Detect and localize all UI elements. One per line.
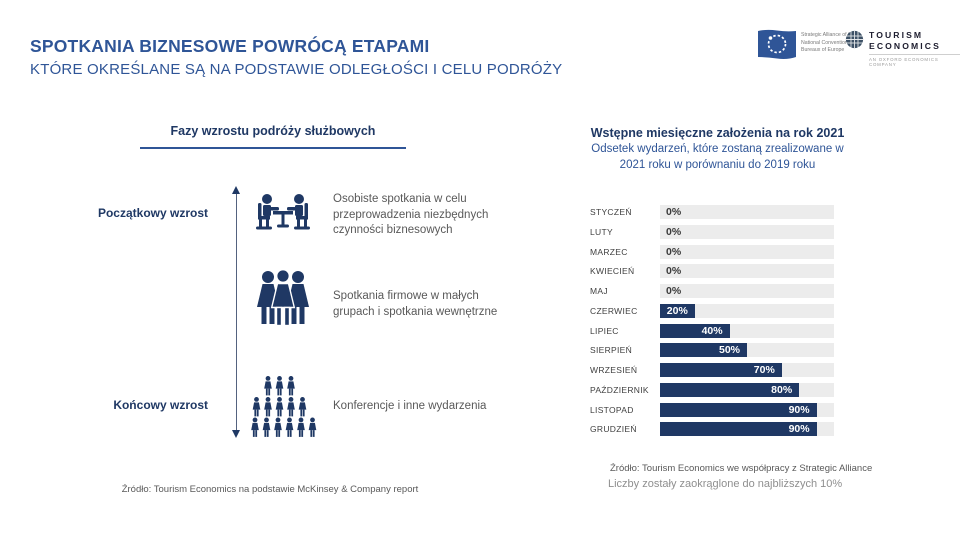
bar-value-label: 50%	[718, 344, 740, 357]
bar-track: 90%	[660, 422, 834, 437]
chart-row: LIPIEC 40%	[590, 323, 838, 338]
month-label: LIPIEC	[590, 325, 619, 336]
chart-row: SIERPIEŃ 50%	[590, 343, 838, 358]
chart-source-note: Źródło: Tourism Economics we współpracy …	[610, 463, 873, 474]
bar-track: 40%	[660, 323, 834, 338]
bar-value-label: 0%	[666, 206, 682, 218]
small-group-icon	[252, 267, 314, 334]
bar-value-label: 90%	[788, 423, 810, 436]
chart-row: WRZESIEŃ 70%	[590, 363, 838, 378]
month-label: KWIECIEŃ	[590, 266, 635, 277]
phase-start-label: Początkowy wzrost	[97, 206, 208, 220]
bar-track: 20%	[660, 303, 834, 318]
conference-crowd-icon	[248, 376, 320, 443]
arrow-down-icon	[232, 430, 240, 438]
strategic-alliance-caption: Strategic Alliance of the National Conve…	[801, 32, 856, 54]
chart-row: KWIECIEŃ 0%	[590, 264, 838, 279]
chart-row: LISTOPAD 90%	[590, 402, 838, 417]
phase-end-label: Końcowy wzrost	[113, 398, 208, 412]
bar: 90%	[660, 402, 817, 417]
stage-description: Osobiste spotkania w celu przeprowadzeni…	[333, 193, 489, 237]
bar-value-label: 0%	[666, 265, 682, 278]
tourism-economics-logo: TOURISM ECONOMICS AN OXFORD ECONOMICS CO…	[845, 30, 960, 67]
chart-row: STYCZEŃ 0%	[590, 205, 838, 219]
assumptions-title: Wstępne miesięczne założenia na rok 2021	[590, 126, 845, 140]
bar-track: 80%	[660, 382, 834, 397]
month-label: CZERWIEC	[590, 305, 638, 316]
bar-value-label: 70%	[753, 364, 775, 377]
month-label: MAJ	[590, 286, 608, 297]
assumptions-subtitle-line2: 2021 roku w porównaniu do 2019 roku	[619, 159, 816, 171]
month-label: MARZEC	[590, 246, 628, 257]
growth-section-title: Fazy wzrostu podróży służbowych	[170, 124, 376, 138]
chart-row: CZERWIEC 20%	[590, 303, 838, 318]
month-label: WRZESIEŃ	[590, 365, 638, 376]
bar: 80%	[660, 382, 800, 397]
bar-track: 0%	[660, 224, 834, 239]
bar-track: 0%	[660, 205, 834, 219]
bar: 70%	[660, 363, 782, 378]
bar-value-label: 40%	[701, 324, 723, 337]
bar-value-label: 20%	[666, 304, 688, 317]
strategic-alliance-flag-icon	[757, 29, 797, 66]
monthly-bar-chart: STYCZEŃ 0% LUTY 0% MARZEC 0% KWIECIEŃ 0% MAJ 0% CZ…	[590, 205, 838, 443]
meeting-table-icon	[250, 190, 316, 241]
bar: 20%	[660, 303, 695, 318]
chart-row: PAŹDZIERNIK 80%	[590, 382, 838, 397]
bar-track: 0%	[660, 284, 834, 299]
chart-row: MAJ 0%	[590, 284, 838, 299]
globe-icon	[845, 30, 864, 54]
growth-arrow	[236, 193, 238, 431]
bar-value-label: 80%	[771, 383, 793, 396]
arrow-up-icon	[232, 186, 240, 194]
bar: 50%	[660, 343, 747, 358]
bar-track: 50%	[660, 343, 834, 358]
chart-row: LUTY 0%	[590, 224, 838, 239]
rounding-note: Liczby zostały zaokrąglone do najbliższy…	[608, 478, 843, 490]
bar-track: 90%	[660, 402, 834, 417]
chart-row: GRUDZIEŃ 90%	[590, 422, 838, 437]
month-label: GRUDZIEŃ	[590, 424, 637, 435]
assumptions-subtitle-line1: Odsetek wydarzeń, które zostaną zrealizo…	[591, 143, 844, 155]
bar-track: 70%	[660, 363, 834, 378]
growth-section-underline	[140, 147, 406, 149]
tourism-economics-name-line2: ECONOMICS	[869, 40, 941, 51]
month-label: PAŹDZIERNIK	[590, 384, 649, 395]
bar-track: 0%	[660, 244, 834, 259]
bar-value-label: 0%	[666, 245, 682, 258]
tourism-economics-tagline: AN OXFORD ECONOMICS COMPANY	[869, 54, 960, 67]
bar-value-label: 90%	[788, 403, 810, 416]
page-title: SPOTKANIA BIZNESOWE POWRÓCĄ ETAPAMI	[30, 36, 430, 56]
tourism-economics-name-line1: TOURISM	[869, 30, 924, 40]
month-label: SIERPIEŃ	[590, 345, 633, 356]
page-subtitle: KTÓRE OKREŚLANE SĄ NA PODSTAWIE ODLEGŁOŚ…	[30, 61, 563, 78]
stage-description: Konferencje i inne wydarzenia	[333, 400, 487, 412]
bar-value-label: 0%	[666, 225, 682, 238]
bar: 90%	[660, 422, 817, 437]
chart-row: MARZEC 0%	[590, 244, 838, 259]
stage-description: Spotkania firmowe w małych grupach i spo…	[333, 290, 498, 318]
month-label: LUTY	[590, 226, 613, 237]
month-label: STYCZEŃ	[590, 207, 632, 217]
bar-value-label: 0%	[666, 285, 682, 298]
growth-source-note: Źródło: Tourism Economics na podstawie M…	[121, 484, 419, 495]
bar: 40%	[660, 323, 730, 338]
bar-track: 0%	[660, 264, 834, 279]
month-label: LISTOPAD	[590, 404, 634, 415]
tourism-economics-text: TOURISM ECONOMICS AN OXFORD ECONOMICS CO…	[869, 30, 960, 67]
